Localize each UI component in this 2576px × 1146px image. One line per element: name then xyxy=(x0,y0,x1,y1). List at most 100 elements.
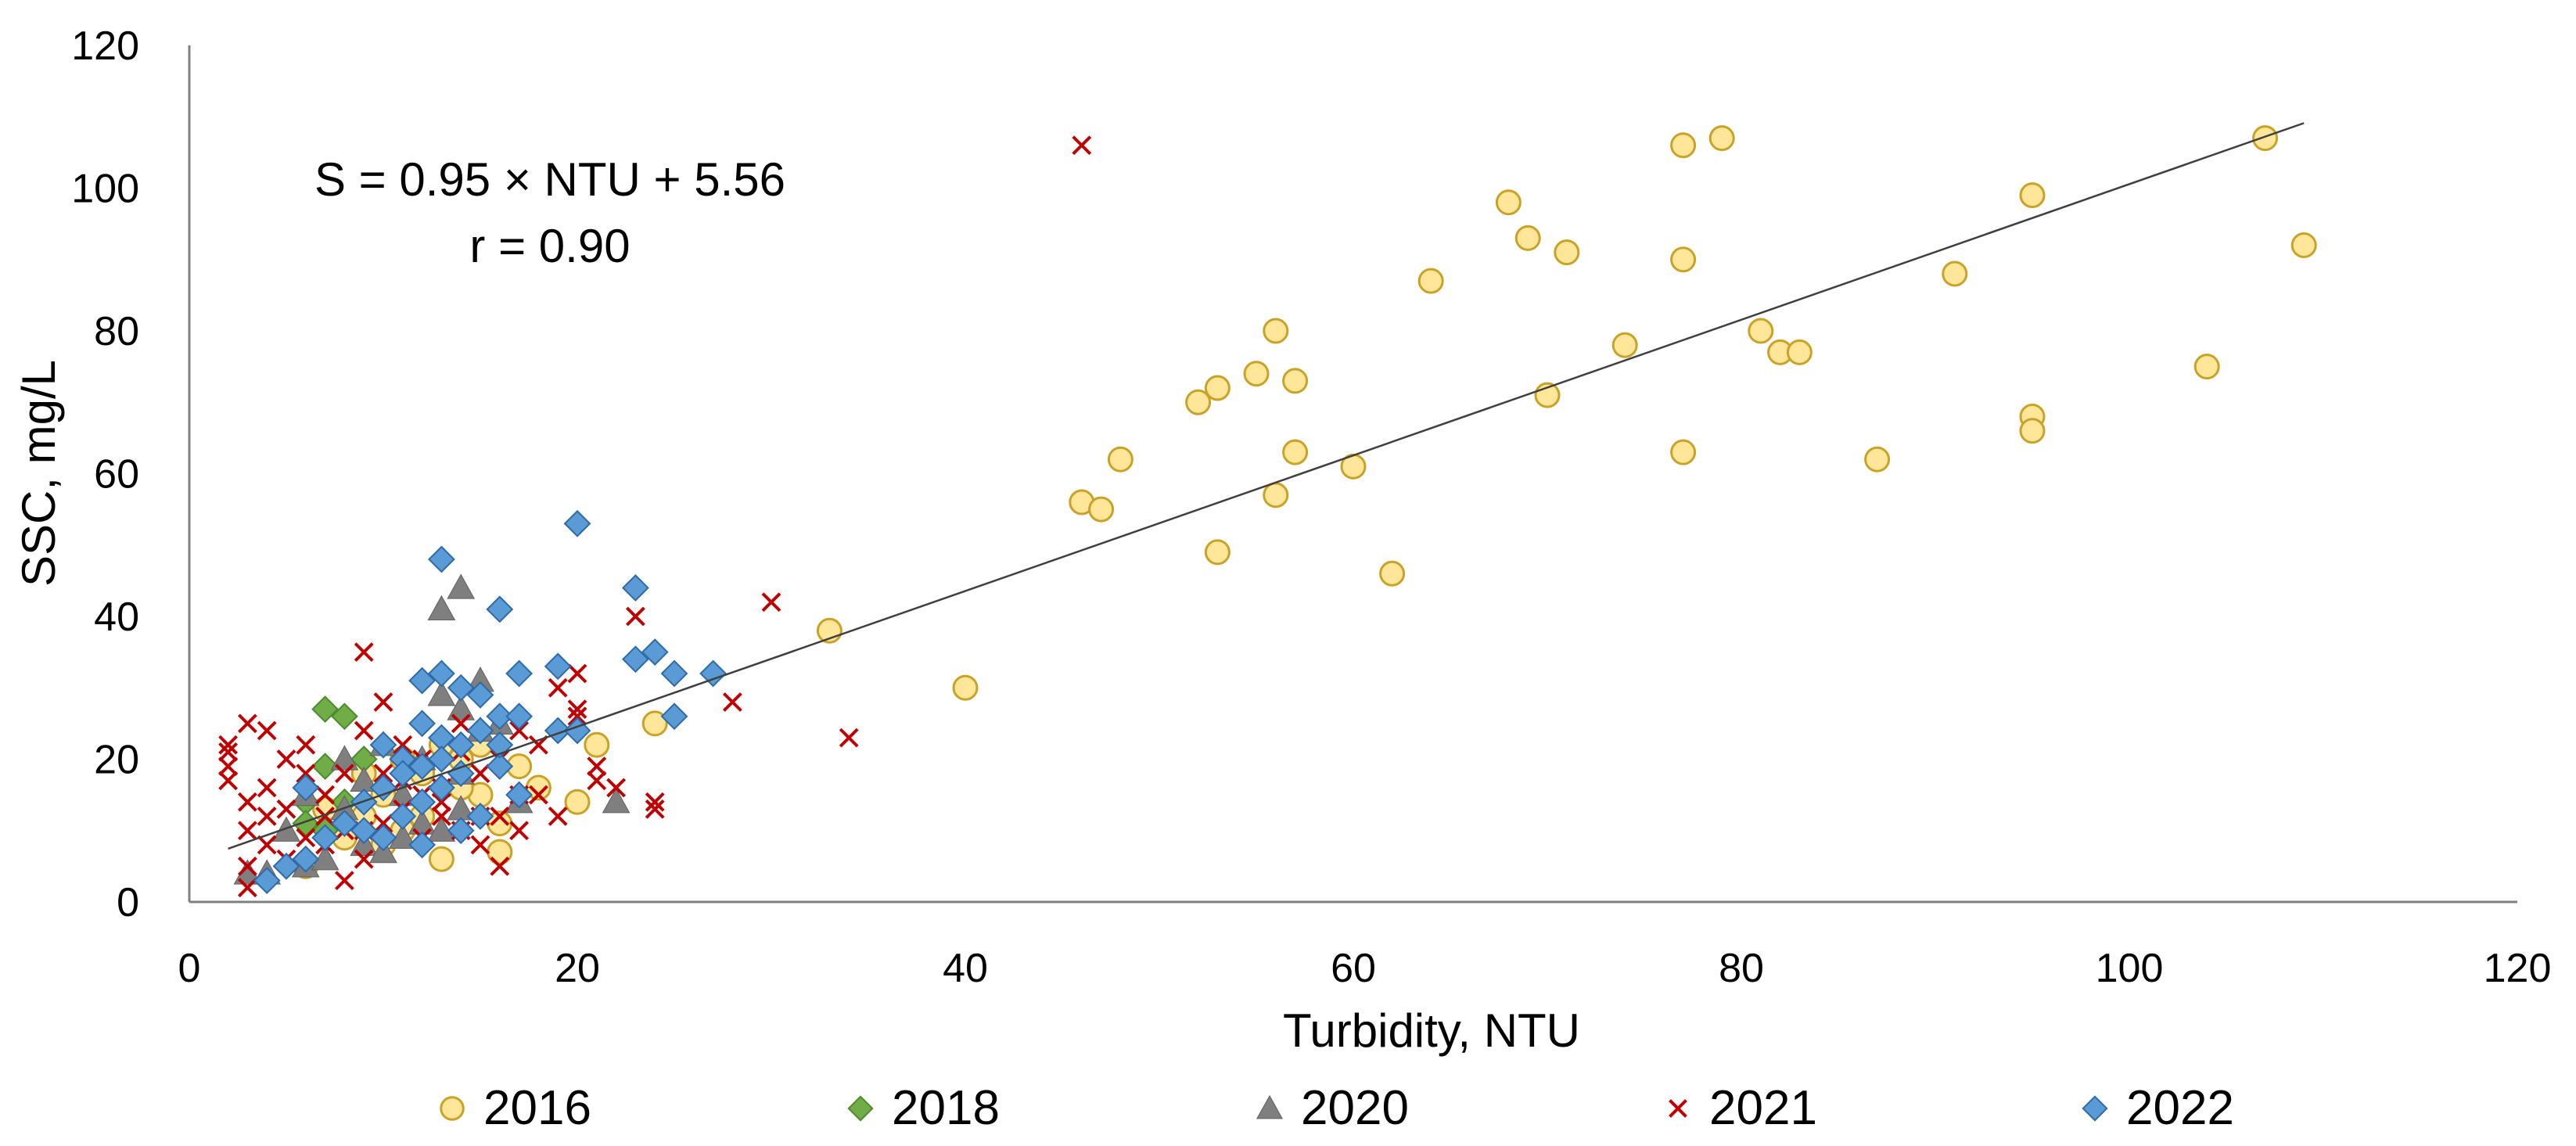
data-point-2020 xyxy=(427,816,456,842)
data-point-2016 xyxy=(1670,132,1697,159)
data-point-2021 xyxy=(567,706,587,727)
x-tick-label: 60 xyxy=(1331,946,1376,991)
data-point-2021 xyxy=(470,763,490,784)
data-point-2021 xyxy=(722,692,742,712)
data-point-2021 xyxy=(1072,135,1092,156)
data-point-2016 xyxy=(1263,318,1289,344)
data-point-2021 xyxy=(218,756,239,777)
data-point-2016 xyxy=(952,674,979,701)
data-point-2021 xyxy=(354,720,374,741)
data-point-2021 xyxy=(334,763,354,784)
correlation-annotation: r = 0.90 xyxy=(469,220,630,272)
data-point-2016 xyxy=(1786,339,1813,365)
data-point-2021 xyxy=(645,799,665,819)
data-point-2022 xyxy=(466,803,494,830)
data-point-2016 xyxy=(2193,354,2220,380)
data-point-2016 xyxy=(1263,482,1289,508)
data-point-2016 xyxy=(1554,239,1580,266)
legend-item-2018: 2018 xyxy=(847,1081,1000,1135)
data-point-2016 xyxy=(1185,389,1212,415)
data-point-2020 xyxy=(427,595,456,620)
data-point-2016 xyxy=(2290,232,2317,258)
data-point-2016 xyxy=(1282,368,1309,394)
data-point-2022 xyxy=(486,595,514,623)
legend-label-2018: 2018 xyxy=(892,1081,1000,1135)
data-point-2021 xyxy=(315,807,336,826)
legend-item-2016: 2016 xyxy=(440,1081,591,1135)
data-point-2022 xyxy=(660,659,688,688)
data-point-2021 xyxy=(276,749,296,769)
y-tick-label: 100 xyxy=(71,167,139,212)
data-point-2021 xyxy=(431,807,451,826)
data-point-2021 xyxy=(490,807,510,826)
data-point-2022 xyxy=(505,781,534,809)
y-tick-label: 20 xyxy=(94,738,139,783)
y-tick-labels: 0 20 40 60 80 100 120 xyxy=(71,23,139,925)
data-point-2021 xyxy=(587,771,607,791)
data-point-2020 xyxy=(330,745,359,771)
series-2022-points xyxy=(253,509,728,895)
data-point-2021 xyxy=(257,720,277,741)
data-point-2021 xyxy=(237,856,257,876)
data-point-2016 xyxy=(1708,125,1735,152)
data-point-2021 xyxy=(334,871,354,891)
data-point-2021 xyxy=(218,742,239,762)
data-point-2021 xyxy=(257,778,277,798)
data-point-2016 xyxy=(1864,446,1891,472)
data-point-2022 xyxy=(369,774,397,802)
data-point-2016 xyxy=(2252,125,2279,152)
legend-item-2021: 2021 xyxy=(1669,1081,1817,1135)
data-point-2016 xyxy=(1417,268,1444,294)
data-point-2021 xyxy=(354,642,374,663)
legend-marker-2016 xyxy=(440,1096,465,1121)
data-point-2016 xyxy=(1282,439,1309,465)
legend-marker-2016 xyxy=(440,1096,465,1121)
data-point-2016 xyxy=(2019,418,2046,444)
data-point-2022 xyxy=(621,574,649,602)
trendline xyxy=(228,122,2305,850)
data-point-2021 xyxy=(373,763,393,784)
y-tick-label: 0 xyxy=(117,880,139,925)
data-point-2021 xyxy=(237,878,257,898)
data-point-2021 xyxy=(567,663,587,684)
legend-marker-2018 xyxy=(847,1095,874,1122)
data-point-2022 xyxy=(486,753,514,781)
data-point-2016 xyxy=(564,789,591,815)
data-point-2021 xyxy=(470,835,490,855)
data-point-2016 xyxy=(1379,560,1406,587)
data-point-2020 xyxy=(447,573,476,599)
data-point-2022 xyxy=(369,731,397,759)
series-2021-points xyxy=(218,135,1092,898)
data-point-2021 xyxy=(567,699,587,720)
data-point-2022 xyxy=(427,745,455,773)
data-point-2022 xyxy=(641,638,669,666)
legend: 2016 2018 2020 2021 2022 xyxy=(440,1081,2234,1135)
data-point-2020 xyxy=(311,845,340,871)
data-point-2021 xyxy=(761,592,781,613)
data-point-2016 xyxy=(1243,361,1270,387)
x-tick-label: 100 xyxy=(2096,946,2164,991)
data-point-2021 xyxy=(373,814,393,834)
data-point-2016 xyxy=(1611,332,1638,358)
data-point-2022 xyxy=(389,760,417,788)
x-tick-label: 80 xyxy=(1719,946,1764,991)
legend-marker-2018 xyxy=(847,1095,874,1122)
data-point-2020 xyxy=(602,788,631,814)
data-point-2021 xyxy=(257,807,277,826)
data-point-2022 xyxy=(505,659,534,688)
data-point-2022 xyxy=(389,803,417,830)
legend-marker-2020 xyxy=(1256,1094,1283,1119)
data-point-2022 xyxy=(427,659,455,688)
data-point-2022 xyxy=(369,824,397,852)
data-point-2021 xyxy=(625,606,645,627)
data-point-2022 xyxy=(505,702,534,731)
data-point-2016 xyxy=(1514,225,1541,251)
data-point-2021 xyxy=(296,735,316,755)
data-point-2016 xyxy=(428,846,454,872)
data-point-2021 xyxy=(451,713,471,734)
data-point-2021 xyxy=(393,735,413,755)
data-point-2022 xyxy=(447,731,475,759)
data-point-2016 xyxy=(1748,318,1774,344)
data-point-2022 xyxy=(447,817,475,845)
data-point-2016 xyxy=(2019,182,2046,209)
